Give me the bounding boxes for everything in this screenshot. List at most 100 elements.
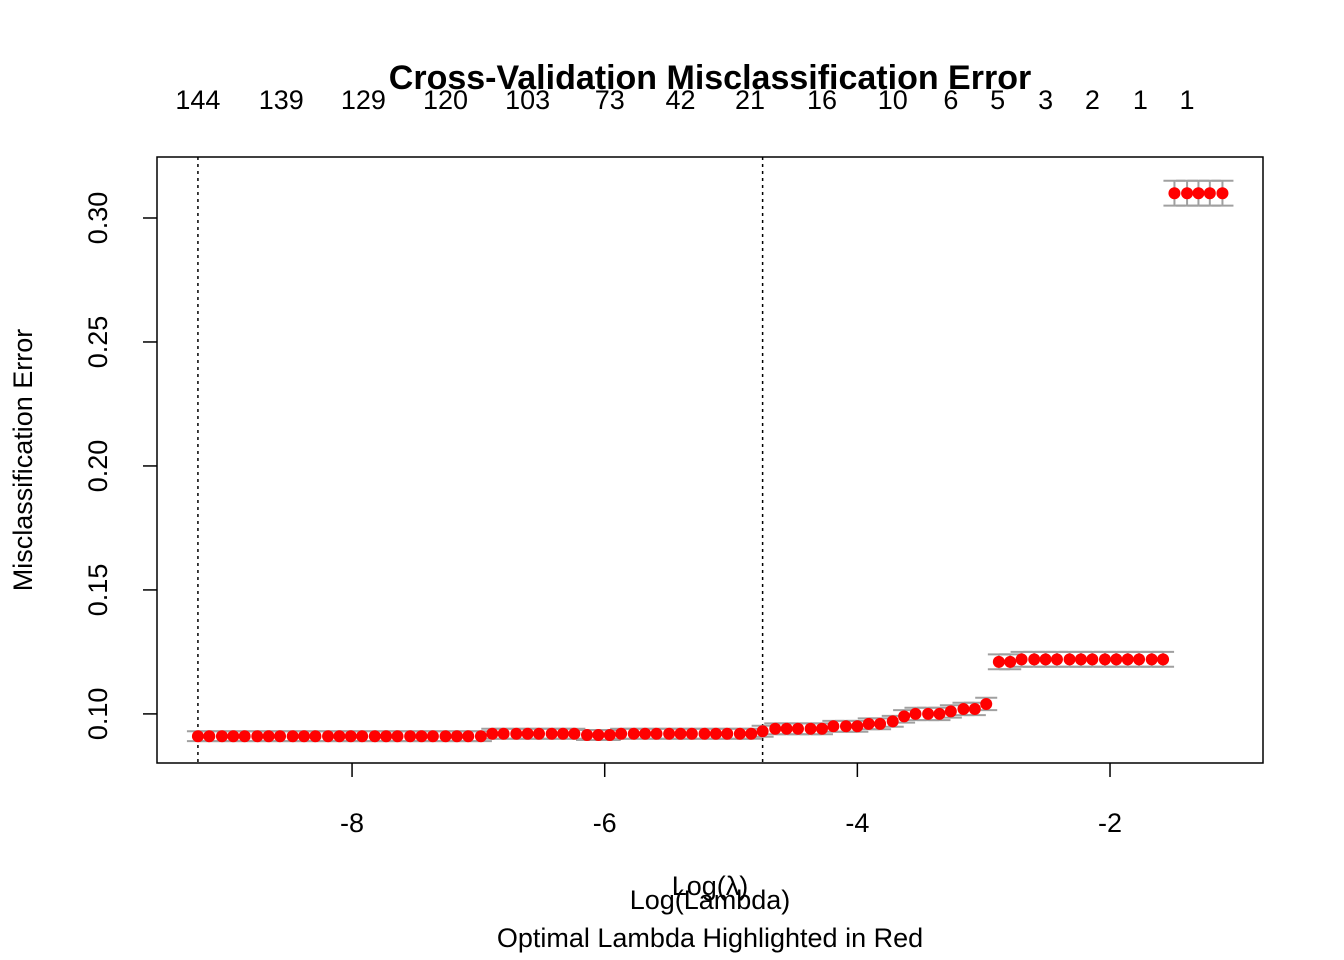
point (568, 727, 581, 740)
top-axis-label: 2 (1085, 85, 1100, 115)
point (1074, 653, 1087, 666)
point (238, 730, 251, 743)
top-axis-label: 10 (878, 85, 908, 115)
point (874, 717, 887, 730)
top-axis-label: 5 (990, 85, 1005, 115)
x-axis-label: Log(λ) (672, 871, 749, 901)
point (450, 730, 463, 743)
point (462, 730, 475, 743)
y-axis-label: Misclassification Error (8, 329, 38, 592)
point (215, 730, 228, 743)
point (780, 722, 793, 735)
point (1157, 653, 1170, 666)
y-tick-label: 0.25 (83, 316, 113, 369)
point (709, 727, 722, 740)
top-axis-label: 21 (735, 85, 765, 115)
point (404, 730, 417, 743)
point (1203, 187, 1216, 200)
point (1086, 653, 1099, 666)
point (839, 720, 852, 733)
plot-frame (156, 156, 1264, 764)
point (1145, 653, 1158, 666)
point (650, 727, 663, 740)
point (909, 707, 922, 720)
point (698, 727, 711, 740)
point (1050, 653, 1063, 666)
point (391, 730, 404, 743)
point (415, 730, 428, 743)
point (191, 730, 204, 743)
point (862, 717, 875, 730)
top-axis-label: 120 (423, 85, 468, 115)
point (203, 730, 216, 743)
point (769, 722, 782, 735)
point (615, 727, 628, 740)
point (627, 727, 640, 740)
point (791, 722, 804, 735)
point (992, 655, 1005, 668)
point (827, 720, 840, 733)
point (356, 730, 369, 743)
point (721, 727, 734, 740)
subtitle: Optimal Lambda Highlighted in Red (497, 923, 923, 953)
point (804, 722, 817, 735)
point (1133, 653, 1146, 666)
point (815, 722, 828, 735)
point (639, 727, 652, 740)
point (1063, 653, 1076, 666)
top-axis-label: 144 (175, 85, 220, 115)
point (286, 730, 299, 743)
point (756, 725, 769, 738)
point (262, 730, 275, 743)
point (439, 730, 452, 743)
point (603, 728, 616, 741)
point (486, 727, 499, 740)
point (1110, 653, 1123, 666)
point (251, 730, 264, 743)
point (1181, 187, 1194, 200)
point (980, 697, 993, 710)
point (968, 702, 981, 715)
point (497, 727, 510, 740)
point (685, 727, 698, 740)
point (1039, 653, 1052, 666)
point (344, 730, 357, 743)
point (581, 728, 594, 741)
top-axis-label: 16 (807, 85, 837, 115)
point (274, 730, 287, 743)
chart-title: Cross-Validation Misclassification Error (389, 59, 1031, 97)
point (322, 730, 335, 743)
point (533, 727, 546, 740)
point (1028, 653, 1041, 666)
top-axis-label: 129 (341, 85, 386, 115)
point (886, 715, 899, 728)
point (933, 707, 946, 720)
y-tick-label: 0.10 (83, 688, 113, 741)
point (557, 727, 570, 740)
top-axis-label: 73 (595, 85, 625, 115)
y-tick-label: 0.30 (83, 192, 113, 245)
point (333, 730, 346, 743)
point (545, 727, 558, 740)
point (733, 727, 746, 740)
point (1098, 653, 1111, 666)
point (521, 727, 534, 740)
point (1015, 653, 1028, 666)
point (309, 730, 322, 743)
top-axis-label: 6 (943, 85, 958, 115)
point (1192, 187, 1205, 200)
point (426, 730, 439, 743)
top-axis-label: 42 (665, 85, 695, 115)
point (944, 705, 957, 718)
point (957, 702, 970, 715)
point (368, 730, 381, 743)
point (380, 730, 393, 743)
point (592, 728, 605, 741)
x-tick-label: -2 (1098, 808, 1122, 838)
y-tick-label: 0.20 (83, 440, 113, 493)
point (227, 730, 240, 743)
top-axis-label: 139 (259, 85, 304, 115)
point (298, 730, 311, 743)
point (898, 710, 911, 723)
